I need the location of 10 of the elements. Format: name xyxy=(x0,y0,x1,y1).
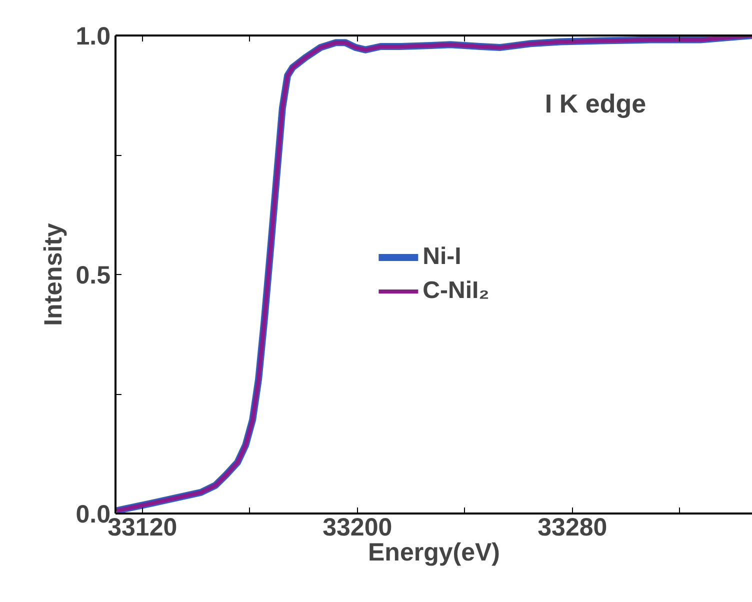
legend-label: Ni-I xyxy=(422,243,462,271)
x-axis-title: Energy(eV) xyxy=(368,538,500,566)
y-tick-label: 0.5 xyxy=(76,262,111,290)
y-tick-label: 0.0 xyxy=(76,500,111,528)
x-tick-label: 33200 xyxy=(322,514,392,542)
annotation: I K edge xyxy=(544,88,646,118)
y-axis-title: Intensity xyxy=(40,223,68,326)
legend-label: C-NiI₂ xyxy=(422,277,490,305)
x-tick-label: 33280 xyxy=(538,514,608,542)
y-tick-label: 1.0 xyxy=(76,22,111,50)
